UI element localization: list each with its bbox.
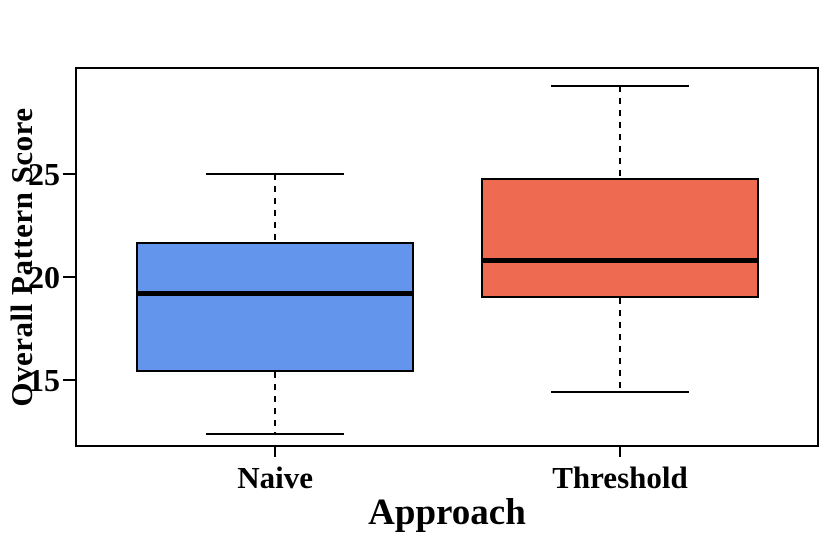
box-threshold [480, 178, 760, 298]
lower-whisker-cap [550, 391, 690, 394]
y-axis-tick-mark [63, 379, 75, 382]
upper-whisker-line [274, 174, 277, 243]
median-line-threshold [480, 258, 760, 264]
y-axis-tick-label: 25 [28, 156, 60, 193]
x-axis-tick-mark [618, 447, 621, 457]
upper-whisker-line [618, 85, 621, 179]
x-tick-label-naive: Naive [237, 460, 314, 495]
y-axis-tick-mark [63, 276, 75, 279]
plot-area [75, 67, 819, 447]
y-axis-tick-mark [63, 173, 75, 176]
x-axis-tick-mark [274, 447, 277, 457]
y-axis-tick-label: 15 [28, 362, 60, 399]
lower-whisker-line [618, 297, 621, 393]
y-axis-tick-label: 20 [28, 259, 60, 296]
x-axis-title: Approach [368, 492, 526, 533]
x-tick-label-threshold: Threshold [552, 460, 688, 495]
upper-whisker-cap [205, 173, 345, 176]
lower-whisker-line [274, 371, 277, 434]
box-naive [136, 242, 415, 372]
upper-whisker-cap [550, 84, 690, 87]
median-line-naive [136, 291, 415, 297]
lower-whisker-cap [205, 432, 345, 435]
